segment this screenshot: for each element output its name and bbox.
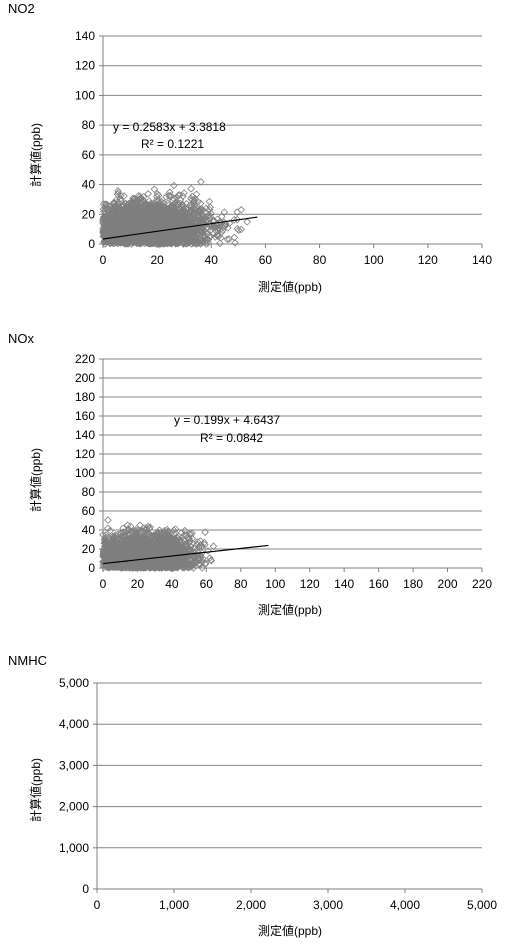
y-tick-label: 120 bbox=[75, 447, 95, 461]
x-tick-label: 120 bbox=[300, 577, 320, 591]
y-tick-label: 80 bbox=[82, 485, 96, 499]
y-tick-labels: 0 20 40 60 80 100 120 140 bbox=[75, 29, 95, 251]
x-tick-label: 40 bbox=[205, 253, 219, 267]
x-axis-title: 測定値(ppb) bbox=[258, 279, 322, 294]
y-tick-label: 120 bbox=[75, 59, 95, 73]
x-tick-label: 20 bbox=[131, 577, 145, 591]
y-tick-labels: 0 20 40 60 80 100 120 140 160 180 200 220 bbox=[75, 352, 95, 575]
chart-no2: NO2 0 20 40 60 80 100 120 140 0 20 40 60 80 100 120 14… bbox=[8, 1, 492, 294]
scatter-point bbox=[210, 543, 216, 549]
x-tick-label: 100 bbox=[364, 253, 384, 267]
scatter-points bbox=[100, 517, 217, 571]
x-tick-label: 0 bbox=[100, 577, 107, 591]
y-tick-label: 40 bbox=[82, 523, 96, 537]
x-tick-label: 160 bbox=[369, 577, 389, 591]
x-tick-label: 220 bbox=[472, 577, 492, 591]
y-tick-label: 100 bbox=[75, 88, 95, 102]
scatter-point bbox=[171, 182, 177, 188]
trendline-equation: y = 0.2583x + 3.3818 bbox=[113, 120, 226, 134]
scatter-point bbox=[244, 219, 250, 225]
x-tick-label: 20 bbox=[150, 253, 164, 267]
y-tick-label: 80 bbox=[82, 118, 96, 132]
y-tick-label: 0 bbox=[88, 561, 95, 575]
chart-title: NOx bbox=[8, 331, 35, 346]
y-tick-label: 60 bbox=[82, 148, 96, 162]
scatter-point bbox=[188, 185, 194, 191]
y-tick-label: 20 bbox=[82, 207, 96, 221]
x-tick-label: 60 bbox=[200, 577, 214, 591]
scatter-point bbox=[206, 198, 212, 204]
y-tick-label: 100 bbox=[75, 466, 95, 480]
x-tick-label: 100 bbox=[265, 577, 285, 591]
y-tick-label: 60 bbox=[82, 504, 96, 518]
x-tick-labels: 0 20 40 60 80 100 120 140 160 180 200 220 bbox=[100, 577, 493, 591]
x-tick-label: 40 bbox=[165, 577, 179, 591]
trendline-r2: R² = 0.1221 bbox=[141, 137, 204, 151]
x-tick-label: 80 bbox=[313, 253, 327, 267]
y-tick-label: 220 bbox=[75, 352, 95, 366]
x-tick-label: 0 bbox=[100, 253, 107, 267]
y-tick-label: 0 bbox=[88, 237, 95, 251]
x-tick-label: 60 bbox=[259, 253, 273, 267]
y-tick-label: 140 bbox=[75, 428, 95, 442]
y-axis-title: 計算値(ppb) bbox=[28, 123, 43, 187]
y-tick-label: 20 bbox=[82, 542, 96, 556]
scatter-point bbox=[105, 517, 111, 523]
scatter-point bbox=[238, 207, 244, 213]
scatter-point bbox=[198, 179, 204, 185]
chart-nox: NOx 0 20 40 60 80 100 120 140 160 180 200 220 0 20 40… bbox=[8, 331, 492, 617]
x-tick-label: 120 bbox=[418, 253, 438, 267]
y-tick-label: 160 bbox=[75, 409, 95, 423]
y-tick-label: 200 bbox=[75, 371, 95, 385]
x-tick-label: 180 bbox=[403, 577, 423, 591]
scatter-point bbox=[217, 240, 223, 246]
x-tick-labels: 0 20 40 60 80 100 120 140 bbox=[100, 253, 493, 267]
y-tick-label: 180 bbox=[75, 390, 95, 404]
scatter-points bbox=[100, 179, 251, 248]
x-tick-label: 140 bbox=[334, 577, 354, 591]
x-tick-label: 80 bbox=[234, 577, 248, 591]
x-tick-label: 200 bbox=[438, 577, 458, 591]
x-tick-label: 140 bbox=[472, 253, 492, 267]
chart-title: NO2 bbox=[8, 1, 35, 16]
y-tick-label: 40 bbox=[82, 178, 96, 192]
y-tick-label: 140 bbox=[75, 29, 95, 43]
